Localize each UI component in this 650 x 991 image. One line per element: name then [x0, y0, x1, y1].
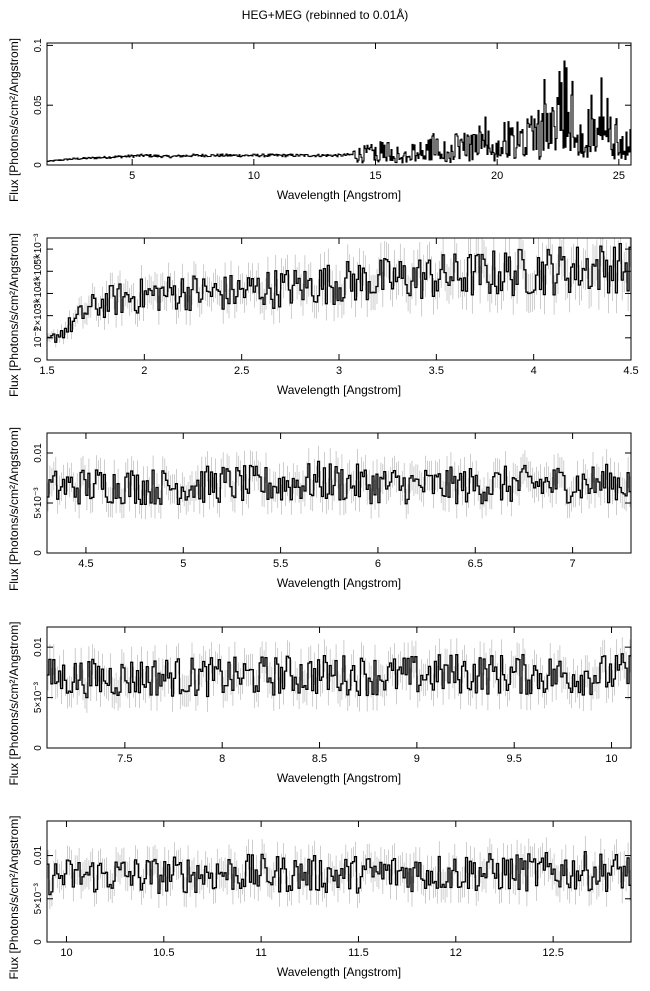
y-tick-label: 0.01	[33, 845, 44, 865]
x-axis-label: Wavelength [Angstrom]	[277, 771, 401, 785]
spectrum-line	[47, 653, 631, 699]
y-tick-label: 0.1	[33, 38, 44, 52]
y-tick-label: 2×10⁻³	[33, 299, 44, 331]
y-tick-label: 0.05	[33, 95, 44, 115]
y-axis-label: Flux [Photons/s/cm²/Angstrom]	[7, 38, 21, 202]
x-axis-label: Wavelength [Angstrom]	[277, 383, 401, 397]
y-axis-label: Flux [Photons/s/cm²/Angstrom]	[7, 427, 21, 591]
y-tick-label: 3×10⁻³	[33, 277, 44, 309]
y-tick-label: 0	[33, 357, 44, 363]
y-tick-label: 0	[33, 162, 44, 168]
x-tick-label: 1.5	[39, 365, 54, 377]
y-tick-label: 4×10⁻³	[33, 255, 44, 287]
y-tick-label: 0.01	[33, 443, 44, 463]
x-tick-label: 10.5	[153, 947, 174, 959]
x-tick-label: 12	[450, 947, 462, 959]
y-tick-label: 10⁻³	[33, 327, 44, 347]
y-tick-label: 0	[33, 745, 44, 751]
x-tick-label: 10	[605, 753, 617, 765]
x-tick-label: 20	[491, 170, 503, 182]
figure-title: HEG+MEG (rebinned to 0.01Å)	[241, 8, 409, 22]
plot-frame	[46, 820, 632, 943]
x-tick-label: 8.5	[312, 753, 327, 765]
spectrum-line	[47, 242, 631, 343]
x-tick-label: 5	[180, 558, 186, 570]
chart-panel-2: 1.5 2 2.5 3 3.5 4 4.5 0 10⁻³2×10⁻³3×10⁻³4×10⁻³5×…	[7, 233, 639, 397]
error-bars	[47, 637, 631, 713]
y-tick-label: 5×10⁻³	[33, 233, 44, 265]
x-tick-label: 2	[141, 365, 147, 377]
x-tick-label: 25	[613, 170, 625, 182]
y-tick-label: 0.01	[33, 637, 44, 657]
x-tick-label: 8	[219, 753, 225, 765]
x-tick-label: 3.5	[429, 365, 444, 377]
y-tick-label: 0	[33, 550, 44, 556]
x-tick-label: 6.5	[468, 558, 483, 570]
x-tick-label: 2.5	[234, 365, 249, 377]
y-axis-label: Flux [Photons/s/cm²/Angstrom]	[7, 815, 21, 979]
y-tick-label: 5×10⁻³	[33, 487, 44, 519]
y-tick-label: 5×10⁻³	[33, 681, 44, 713]
chart-panel-1: 5 10 15 20 25 0 0.05 0.1 Wavelength [Angstrom] Fl…	[7, 38, 632, 202]
x-tick-label: 10	[60, 947, 72, 959]
y-tick-label: 0	[33, 939, 44, 945]
x-tick-label: 9	[414, 753, 420, 765]
x-tick-label: 4	[531, 365, 537, 377]
x-tick-label: 7.5	[117, 753, 132, 765]
y-axis-label: Flux [Photons/s/cm²/Angstrom]	[7, 621, 21, 785]
x-tick-label: 4.5	[78, 558, 93, 570]
x-tick-label: 11	[255, 947, 266, 959]
plot-frame	[46, 626, 632, 749]
x-axis-label: Wavelength [Angstrom]	[277, 965, 401, 979]
spectrum-line	[47, 850, 631, 896]
x-tick-label: 10	[248, 170, 260, 182]
x-tick-label: 7	[570, 558, 576, 570]
x-tick-label: 5	[129, 170, 135, 182]
x-tick-label: 3	[336, 365, 342, 377]
x-axis-label: Wavelength [Angstrom]	[277, 188, 401, 202]
x-tick-label: 6	[375, 558, 381, 570]
x-tick-label: 11.5	[348, 947, 369, 959]
spectrum-line	[47, 460, 631, 506]
plot-frame	[46, 42, 632, 166]
x-tick-label: 9.5	[507, 753, 522, 765]
x-axis-label: Wavelength [Angstrom]	[277, 576, 401, 590]
x-tick-label: 4.5	[623, 365, 638, 377]
x-tick-label: 12.5	[542, 947, 563, 959]
plot-frame	[46, 432, 632, 554]
x-tick-label: 5.5	[273, 558, 288, 570]
chart-panel-4: 7.5 8 8.5 9 9.5 10 0 5×10⁻³ 0.01 Wavelength [Angs…	[7, 621, 632, 786]
chart-panel-5: 10 10.5 11 11.5 12 12.5 0 5×10⁻³ 0.01 Wavelength …	[7, 815, 632, 980]
chart-panel-3: 4.5 5 5.5 6 6.5 7 0 5×10⁻³ 0.01 Wavelength [Angst…	[7, 427, 632, 591]
y-axis-label: Flux [Photons/s/cm²/Angstrom]	[7, 233, 21, 397]
spectrum-line	[47, 60, 631, 164]
error-bars	[47, 836, 631, 909]
x-tick-label: 15	[369, 170, 381, 182]
y-tick-label: 5×10⁻³	[33, 883, 44, 915]
